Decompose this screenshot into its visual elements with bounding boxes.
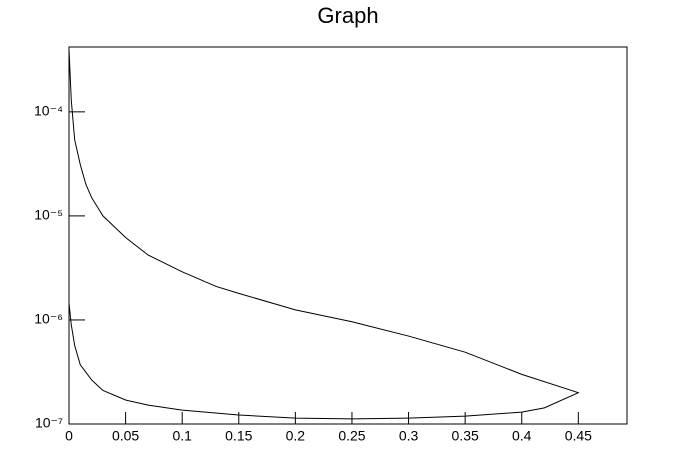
x-tick-label: 0.3 (399, 428, 419, 444)
x-tick-label: 0.4 (512, 428, 532, 444)
x-tick-label: 0.05 (112, 428, 139, 444)
x-tick-label: 0.25 (338, 428, 365, 444)
x-tick-label: 0.35 (452, 428, 479, 444)
x-tick-label: 0.2 (286, 428, 306, 444)
y-tick-label: 10⁻⁵ (34, 207, 63, 223)
x-tick-label: 0.45 (565, 428, 592, 444)
y-tick-label: 10⁻⁷ (35, 415, 63, 431)
y-tick-label: 10⁻⁴ (34, 103, 63, 119)
x-tick-label: 0.1 (172, 428, 192, 444)
x-tick-label: 0 (65, 428, 73, 444)
chart-title: Graph (317, 3, 378, 28)
plot-frame (68, 46, 628, 425)
x-tick-label: 0.15 (225, 428, 252, 444)
y-tick-label: 10⁻⁶ (34, 311, 63, 327)
series-line (68, 49, 580, 420)
